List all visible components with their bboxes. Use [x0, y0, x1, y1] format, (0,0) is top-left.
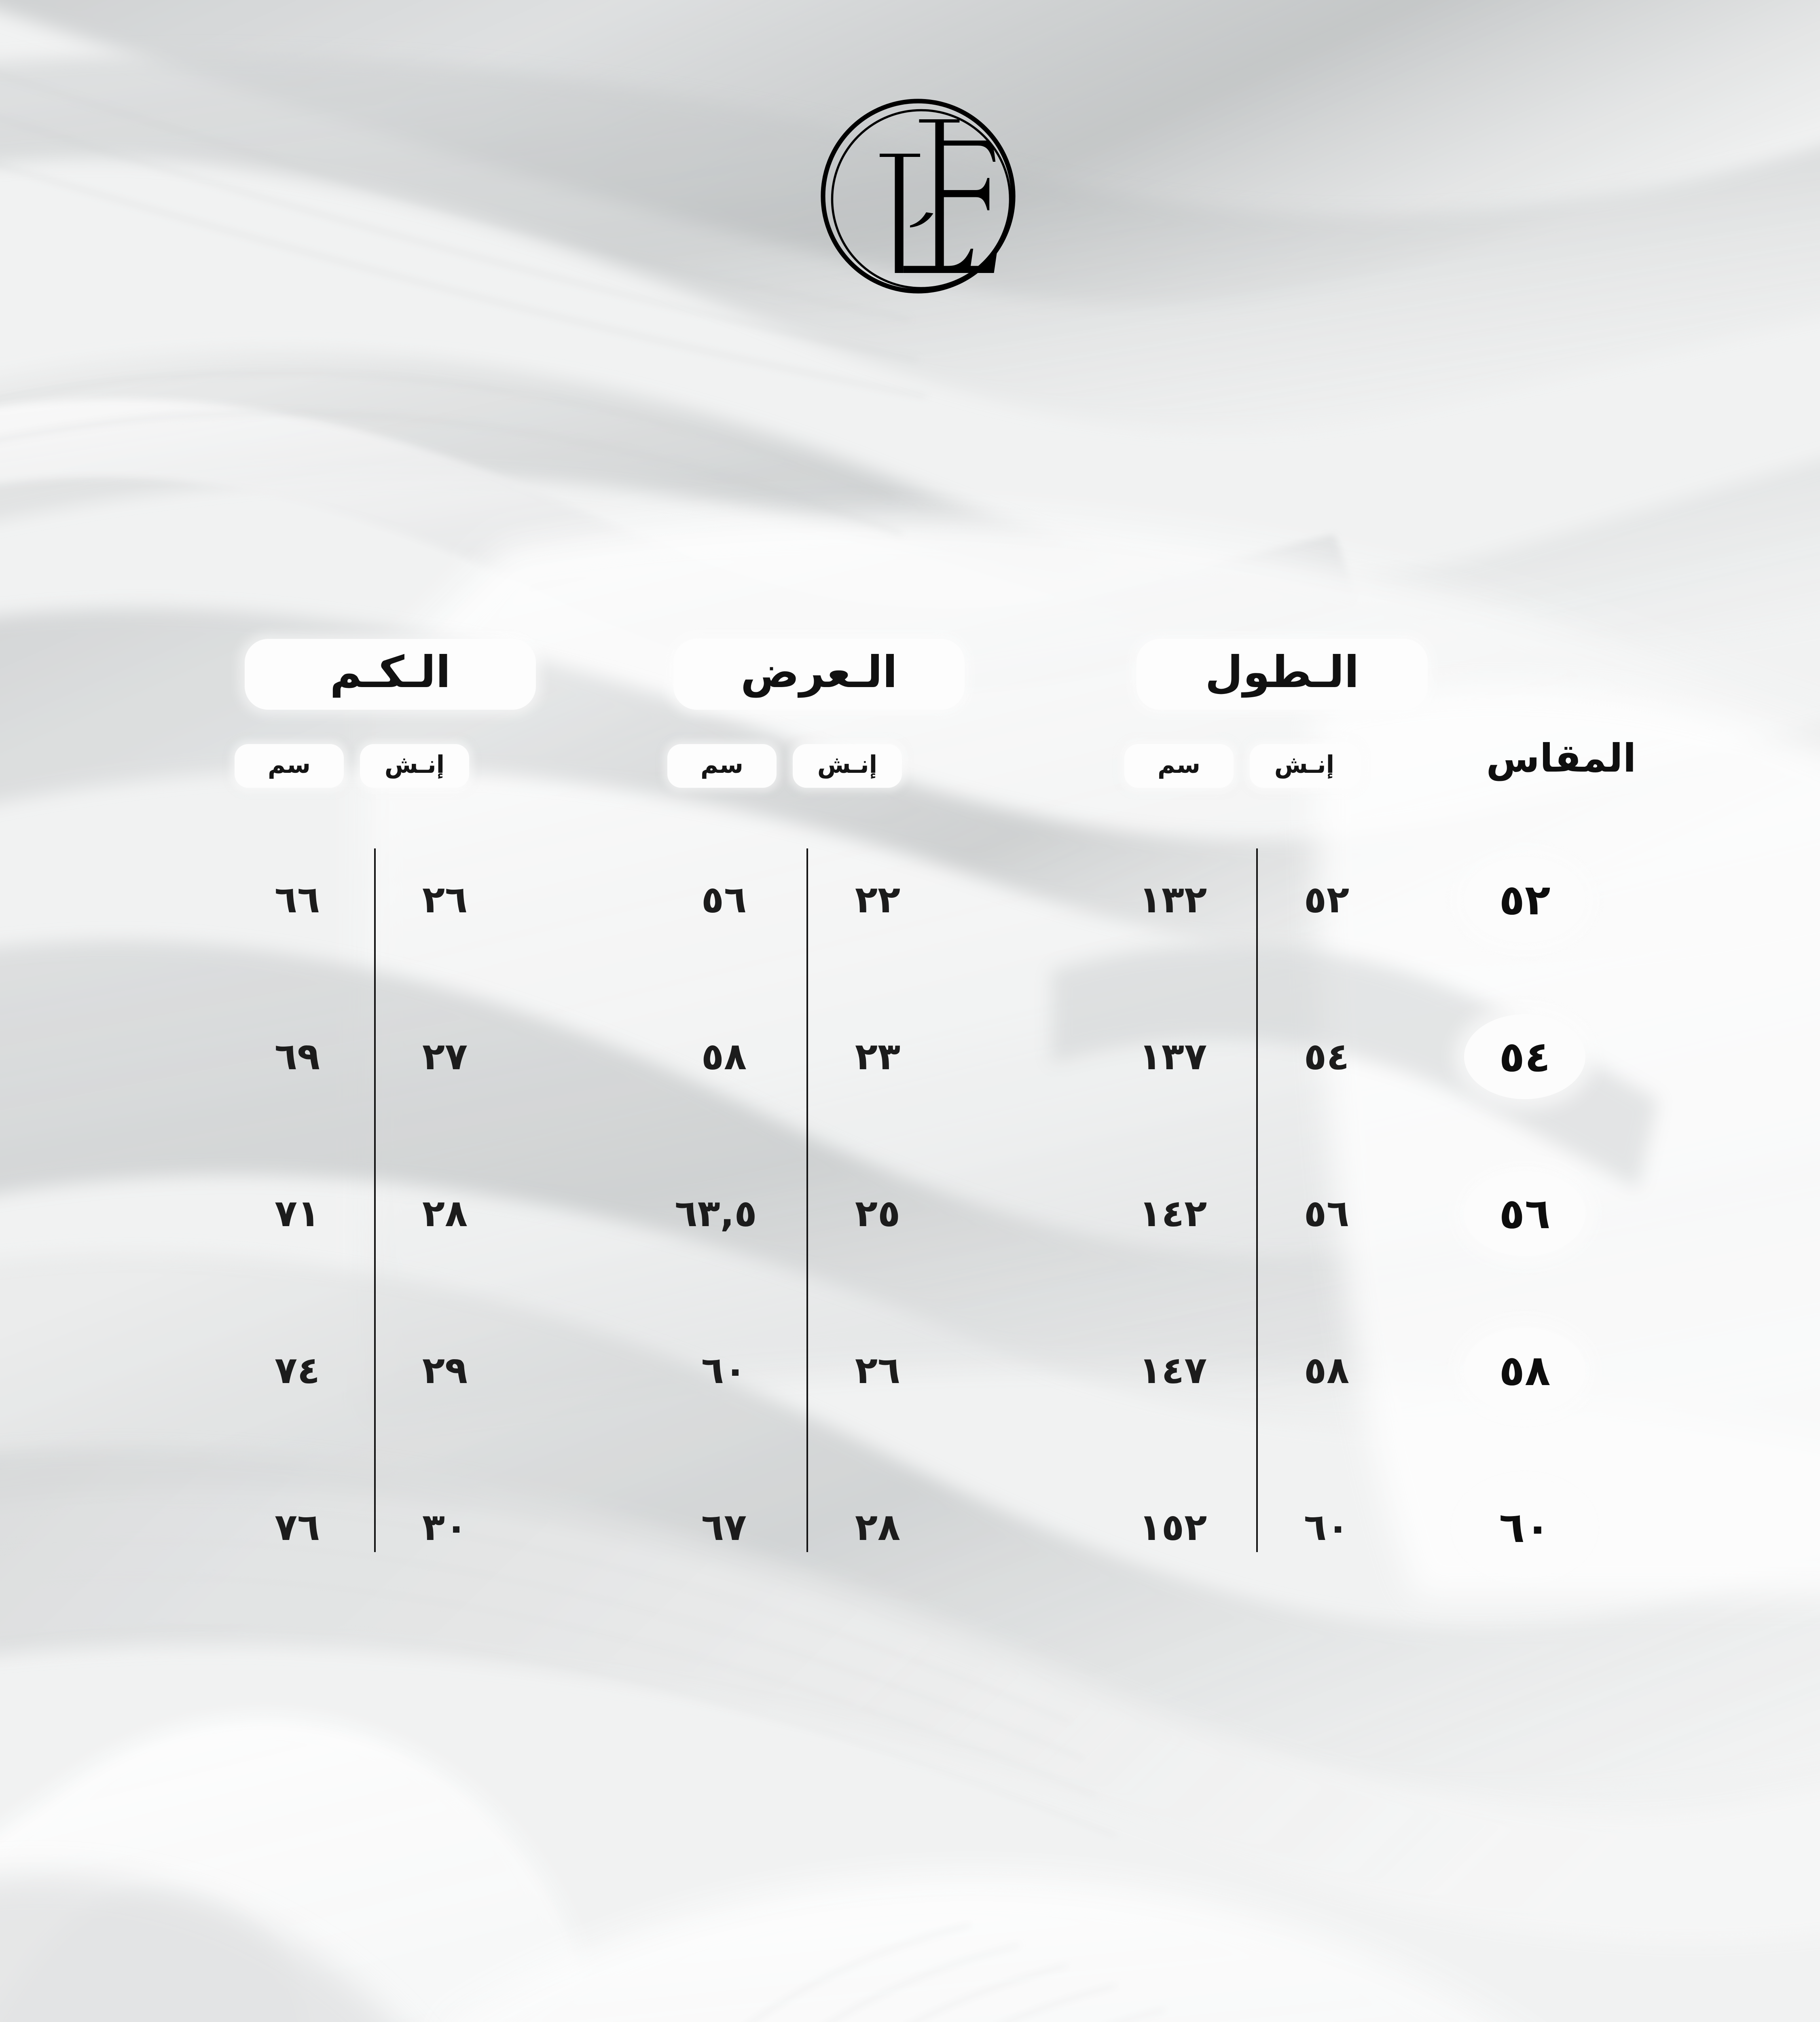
cell-size-1: ٥٢ [1499, 875, 1551, 924]
cell-size-2: ٥٤ [1499, 1032, 1551, 1081]
cell-width-inch-5: ٢٨ [855, 1506, 901, 1549]
table-row-size-4: ٥٨ [1464, 1328, 1585, 1413]
cell-length-inch-1: ٥٢ [1304, 878, 1350, 921]
cell-length-cm-4: ١٤٧ [1139, 1349, 1207, 1392]
cell-width-cm-5: ٦٧ [701, 1506, 747, 1549]
cell-sleeve-inch-4: ٢٩ [422, 1349, 468, 1392]
cell-length-inch-5: ٦٠ [1304, 1506, 1350, 1549]
cell-length-cm-2: ١٣٧ [1139, 1035, 1207, 1078]
cell-sleeve-inch-1: ٢٦ [422, 878, 468, 921]
unit-pill-width-cm: سم [667, 744, 777, 788]
cell-sleeve-cm-5: ٧٦ [274, 1506, 320, 1549]
unit-label-width-inch: إنـش [817, 751, 878, 779]
unit-pill-length-inch: إنـش [1250, 744, 1359, 788]
brand-logo [817, 91, 1019, 301]
unit-pill-sleeve-cm: سم [235, 744, 344, 788]
cell-sleeve-cm-4: ٧٤ [274, 1349, 320, 1392]
cell-width-cm-4: ٦٠ [701, 1349, 747, 1392]
unit-label-length-inch: إنـش [1274, 751, 1335, 779]
cell-length-inch-2: ٥٤ [1304, 1035, 1350, 1078]
cell-length-inch-3: ٥٦ [1304, 1192, 1350, 1235]
cell-width-cm-2: ٥٨ [701, 1035, 747, 1078]
size-column-header: المقاس [1440, 734, 1682, 783]
unit-pill-sleeve-inch: إنـش [360, 744, 469, 788]
cell-sleeve-inch-3: ٢٨ [422, 1192, 468, 1235]
column-divider-sleeve [374, 848, 376, 1552]
group-header-width: الـعرض [673, 639, 965, 710]
cell-sleeve-cm-3: ٧١ [274, 1192, 320, 1235]
cell-length-cm-3: ١٤٢ [1139, 1192, 1207, 1235]
group-header-width-label: الـعرض [741, 647, 897, 698]
cell-sleeve-inch-5: ٣٠ [422, 1506, 468, 1549]
cell-size-3: ٥٦ [1499, 1189, 1551, 1238]
unit-label-sleeve-cm: سم [267, 751, 311, 779]
cell-width-inch-4: ٢٦ [855, 1349, 901, 1392]
group-header-sleeve-label: الـكـم [330, 647, 451, 698]
cell-width-inch-2: ٢٣ [855, 1035, 901, 1078]
cell-width-inch-3: ٢٥ [855, 1192, 901, 1235]
cell-width-cm-1: ٥٦ [701, 878, 747, 921]
column-divider-width [806, 848, 808, 1552]
table-row-size-2: ٥٤ [1464, 1014, 1585, 1099]
table-row-size-3: ٥٦ [1464, 1171, 1585, 1256]
group-header-sleeve: الـكـم [245, 639, 536, 710]
cell-length-cm-5: ١٥٢ [1139, 1506, 1207, 1549]
table-row-size-5: ٦٠ [1464, 1485, 1585, 1570]
group-header-length-label: الـطول [1205, 647, 1359, 698]
unit-label-sleeve-inch: إنـش [384, 751, 445, 779]
cell-length-inch-4: ٥٨ [1304, 1349, 1350, 1392]
le-monogram-circle-icon [821, 99, 1016, 294]
unit-label-length-cm: سم [1157, 751, 1201, 779]
cell-sleeve-cm-2: ٦٩ [274, 1035, 320, 1078]
unit-label-width-cm: سم [700, 751, 744, 779]
cell-size-4: ٥٨ [1499, 1346, 1551, 1395]
unit-pill-length-cm: سم [1124, 744, 1234, 788]
unit-pill-width-inch: إنـش [793, 744, 902, 788]
cell-width-cm-3: ٦٣,٥ [675, 1192, 757, 1235]
cell-sleeve-inch-2: ٢٧ [422, 1035, 468, 1078]
table-row-size-1: ٥٢ [1464, 857, 1585, 942]
cell-size-5: ٦٠ [1499, 1503, 1551, 1552]
cell-width-inch-1: ٢٢ [855, 878, 901, 921]
cell-sleeve-cm-1: ٦٦ [274, 878, 320, 921]
group-header-length: الـطول [1136, 639, 1428, 710]
column-divider-length [1256, 848, 1258, 1552]
cell-length-cm-1: ١٣٢ [1139, 878, 1207, 921]
size-column-header-label: المقاس [1486, 736, 1636, 781]
